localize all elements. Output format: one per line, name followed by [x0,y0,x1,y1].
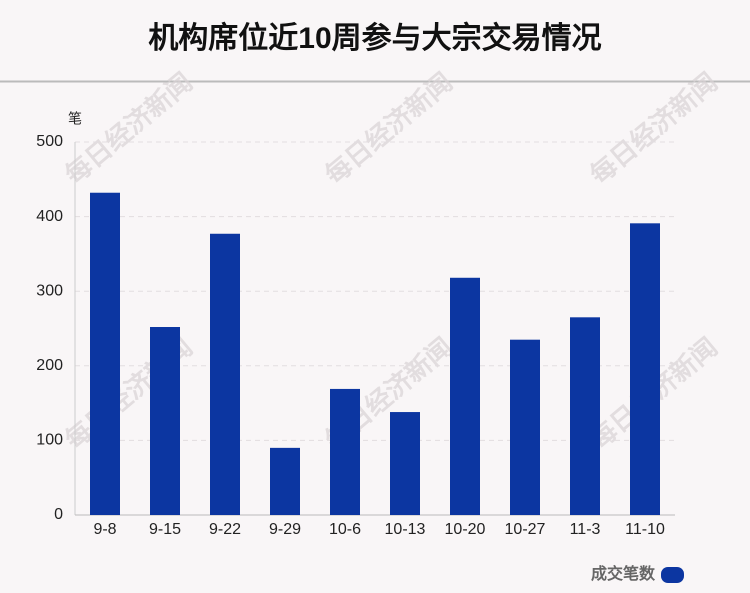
x-tick-label: 11-10 [625,521,665,538]
bar [630,223,660,515]
y-tick-label: 100 [36,432,63,449]
bar [270,447,300,515]
legend-label: 成交笔数 [591,564,656,583]
bar [330,388,360,515]
y-tick-label: 300 [36,282,63,299]
x-tick-label: 9-22 [209,521,241,538]
x-tick-label: 11-3 [570,521,601,538]
bar [390,412,420,515]
x-tick-label: 10-27 [505,521,546,538]
x-tick-label: 10-13 [385,521,426,538]
y-tick-label: 200 [36,357,63,374]
bar [150,327,180,515]
legend-swatch [661,567,684,583]
x-tick-label: 9-15 [149,521,181,538]
bar [570,317,600,515]
x-tick-label: 10-6 [329,521,361,538]
y-axis-label: 笔 [68,111,82,127]
y-tick-label: 400 [36,208,63,225]
bar [450,277,480,515]
chart-title: 机构席位近10周参与大宗交易情况 [148,21,601,55]
y-tick-label: 0 [54,506,63,523]
bar [90,192,120,515]
bar [210,233,240,515]
x-tick-label: 9-29 [269,521,301,538]
y-tick-label: 500 [36,133,63,150]
x-tick-label: 9-8 [93,521,116,538]
bar [510,339,540,515]
x-tick-label: 10-20 [445,521,486,538]
